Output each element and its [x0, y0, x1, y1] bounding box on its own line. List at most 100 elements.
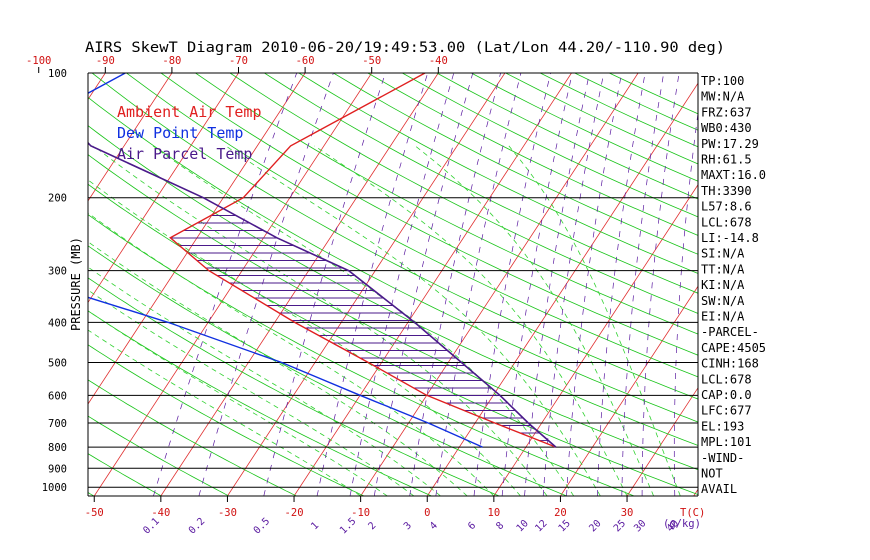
top-tick-label: -100: [26, 55, 51, 67]
index-item: WB0:430: [701, 121, 752, 135]
top-tick-label: -70: [229, 55, 248, 67]
isotherm-line: [360, 73, 639, 496]
dry-adiabat-line: [88, 214, 635, 496]
isotherm-line: [293, 73, 572, 496]
pressure-tick-label: 600: [48, 390, 67, 402]
moist-adiabat-line: [88, 179, 521, 496]
index-item: TT:N/A: [701, 262, 745, 276]
pressure-tick-label: 300: [48, 266, 67, 278]
mixing-ratio-line: [316, 73, 429, 496]
dry-adiabat-line: [88, 96, 698, 423]
bottom-tick-label: -50: [85, 507, 104, 519]
pressure-tick-label: 1000: [42, 482, 67, 494]
mixing-ratio-label: 4: [428, 520, 440, 532]
pressure-tick-label: 400: [48, 317, 67, 329]
index-item: LFC:677: [701, 404, 752, 418]
isotherm-line: [493, 184, 698, 496]
dry-adiabat-line: [88, 453, 162, 496]
dry-adiabat-line: [160, 73, 698, 356]
dry-adiabat-line: [88, 245, 567, 496]
pressure-tick-label: 800: [48, 442, 67, 454]
top-tick-label: -40: [429, 55, 448, 67]
mixing-ratio-label: 8: [494, 520, 506, 532]
unit-label-tc: T(C): [680, 507, 705, 519]
pressure-tick-label: 200: [48, 193, 67, 205]
cape-shading: [170, 215, 549, 441]
dry-adiabat-line: [88, 277, 500, 496]
pressure-tick-label: 500: [48, 358, 67, 370]
mixing-ratio-line: [566, 73, 623, 496]
dew-point-line: [88, 73, 483, 448]
index-item: CINH:168: [701, 357, 759, 371]
bottom-tick-label: -20: [285, 507, 304, 519]
mixing-ratio-label: 15: [557, 518, 573, 534]
mixing-ratio-ticks: 0.1 0.2 0.5 1 1.5 2 3 4 6 8 10 12 15 20 25 30 40: [141, 516, 681, 537]
bottom-tick-label: 0: [424, 507, 430, 519]
mixing-ratio-label: 10: [515, 518, 531, 534]
mixing-ratio-label: 25: [612, 518, 628, 534]
dry-adiabat-line: [333, 73, 698, 255]
mixing-ratio-label: 0.1: [141, 516, 162, 537]
dry-adiabat-line: [436, 73, 698, 200]
index-item: CAP:0.0: [701, 388, 752, 402]
bottom-temperature-ticks: -50 -40 -30 -20 -10 0 10 20 30: [85, 496, 633, 519]
mixing-ratio-line: [263, 73, 386, 496]
pressure-tick-label: 700: [48, 418, 67, 430]
pressure-tick-label: 900: [48, 463, 67, 475]
chart-title: AIRS SkewT Diagram 2010-06-20/19:49:53.0…: [85, 40, 725, 56]
bottom-tick-label: -10: [351, 507, 370, 519]
dry-adiabat-line: [88, 344, 365, 496]
dry-adiabat-line: [88, 154, 698, 471]
unit-label-mixing-ratio: (g/kg): [663, 518, 701, 530]
isotherm-line: [88, 73, 106, 101]
moist-adiabat-line: [414, 145, 655, 496]
isotherm-line: [827, 73, 870, 496]
top-tick-label: -80: [162, 55, 181, 67]
mixing-ratio-line: [621, 73, 665, 496]
index-item: MAXT:16.0: [701, 168, 766, 182]
isotherm-line: [560, 285, 698, 496]
index-item: PW:17.29: [701, 137, 759, 151]
index-item: EL:193: [701, 419, 744, 433]
legend-item: Dew Point Temp: [117, 124, 243, 142]
profile-series: [88, 73, 557, 448]
moist-adiabat-line: [152, 145, 575, 496]
bottom-tick-label: -40: [151, 507, 170, 519]
top-tick-label: -50: [362, 55, 381, 67]
mixing-ratio-line: [373, 73, 474, 496]
pressure-ticks: 100 200 300 400 500 600 700 800 900 1000: [42, 68, 67, 494]
mixing-ratio-label: 3: [402, 520, 414, 532]
dry-adiabat-line: [229, 73, 698, 314]
dry-adiabat-line: [298, 73, 698, 274]
mixing-ratio-label: 1.5: [338, 516, 359, 537]
mixing-ratio-line: [349, 73, 455, 496]
isotherm-line: [88, 73, 239, 304]
mixing-ratio-line: [153, 73, 298, 496]
dry-adiabat-line: [126, 73, 698, 378]
mixing-ratio-line: [673, 110, 698, 496]
top-temperature-ticks: -120-110-100-90-80-70-60-50-40: [26, 55, 448, 73]
index-item: RH:61.5: [701, 153, 752, 167]
bottom-tick-label: 10: [488, 507, 501, 519]
plot-frame: [87, 72, 699, 497]
index-item: LI:-14.8: [701, 231, 759, 245]
mixing-ratio-label: 0.2: [187, 516, 208, 537]
index-item: TH:3390: [701, 184, 752, 198]
legend-item: Ambient Air Temp: [117, 103, 262, 121]
mixing-ratio-line: [641, 73, 680, 496]
index-item: KI:N/A: [701, 278, 745, 292]
index-item: MW:N/A: [701, 90, 745, 104]
mixing-ratio-line: [198, 73, 334, 496]
mixing-ratio-label: 30: [632, 518, 648, 534]
ambient-temp-line: [169, 73, 557, 448]
index-item: L57:8.6: [701, 200, 752, 214]
mixing-ratio-line: [542, 73, 605, 496]
index-item: SW:N/A: [701, 294, 745, 308]
legend-item: Air Parcel Temp: [117, 145, 252, 163]
dry-adiabat-line: [88, 310, 432, 496]
mixing-ratio-line: [596, 73, 646, 496]
parcel-temp-line: [88, 141, 557, 448]
isotherm-line: [0, 73, 39, 496]
index-item: TP:100: [701, 74, 744, 88]
